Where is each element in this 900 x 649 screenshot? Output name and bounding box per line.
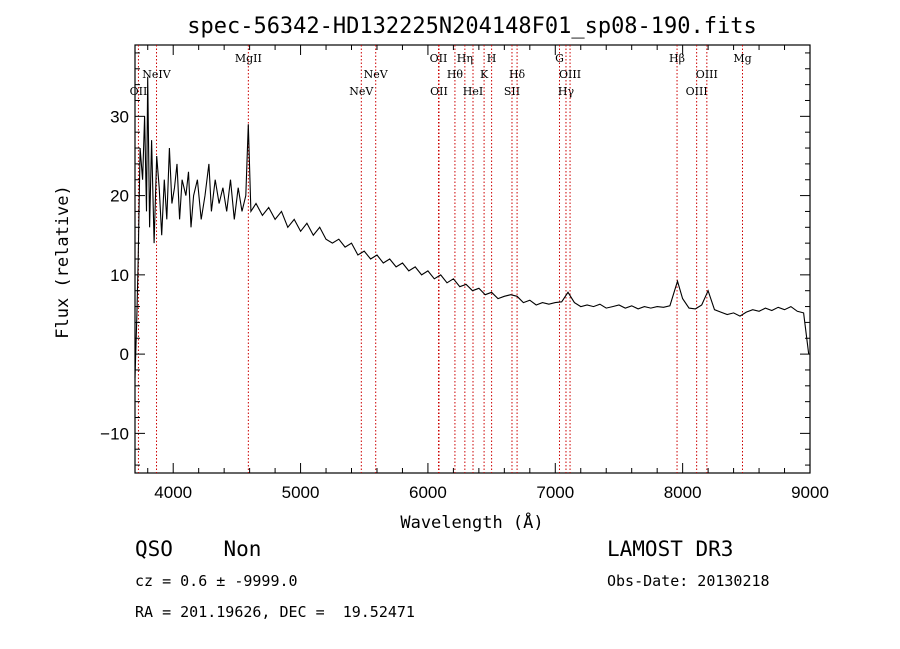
spectral-line-markers: OII NeIV MgII NeV NeV OII OII Hθ Hη HeI KH SII Hδ G Hγ… xyxy=(130,45,752,473)
x-tick-label-0: 4000 xyxy=(154,483,192,502)
y-tick-label-3: 20 xyxy=(110,187,129,206)
axis-ticks: 4000 5000 6000 7000 8000 9000 −10 0 10 20 30 xyxy=(100,45,829,502)
y-tick-label-4: 30 xyxy=(110,107,129,126)
x-tick-label-5: 9000 xyxy=(791,483,829,502)
marker-label-3: NeV xyxy=(349,85,374,98)
marker-label-1: NeIV xyxy=(142,68,171,81)
chart-title: spec-56342-HD132225N204148F01_sp08-190.f… xyxy=(187,14,757,39)
marker-label-5: OII xyxy=(430,52,448,65)
y-axis-label: Flux (relative) xyxy=(53,185,73,339)
marker-label-17: Hβ xyxy=(669,52,685,65)
marker-label-8: Hη xyxy=(457,52,473,65)
marker-label-4: NeV xyxy=(364,68,389,81)
marker-label-19: OIII xyxy=(696,68,718,81)
marker-label-13: Hδ xyxy=(509,68,526,81)
marker-label-18: OIII xyxy=(686,85,708,98)
x-tick-label-2: 6000 xyxy=(409,483,447,502)
marker-label-16: OIII xyxy=(559,68,581,81)
y-tick-label-0: −10 xyxy=(100,424,129,443)
marker-label-10: K xyxy=(480,68,489,81)
spectrum-line xyxy=(134,76,810,378)
redshift-text: cz = 0.6 ± -9999.0 xyxy=(135,572,298,590)
plot-frame xyxy=(134,44,811,474)
marker-label-20: Mg xyxy=(733,52,751,65)
marker-label-6: OII xyxy=(430,85,448,98)
classification-text: QSO Non xyxy=(135,537,262,561)
marker-label-9: HeI xyxy=(463,85,483,98)
survey-label: LAMOST DR3 xyxy=(607,537,734,561)
marker-label-15: Hγ xyxy=(558,85,575,98)
y-tick-label-2: 10 xyxy=(110,266,129,285)
x-tick-label-1: 5000 xyxy=(282,483,320,502)
marker-label-11: H xyxy=(487,52,497,65)
marker-label-2: MgII xyxy=(235,52,262,65)
marker-label-7: Hθ xyxy=(447,68,464,81)
coordinates-text: RA = 201.19626, DEC = 19.52471 xyxy=(135,603,415,621)
x-axis-label: Wavelength (Å) xyxy=(400,511,543,533)
marker-label-12: SII xyxy=(504,85,520,98)
x-tick-label-3: 7000 xyxy=(536,483,574,502)
y-tick-label-1: 0 xyxy=(120,345,129,364)
marker-label-0: OII xyxy=(130,85,148,98)
marker-label-14: G xyxy=(555,52,564,65)
x-tick-label-4: 8000 xyxy=(664,483,702,502)
obs-date-text: Obs-Date: 20130218 xyxy=(607,572,770,590)
